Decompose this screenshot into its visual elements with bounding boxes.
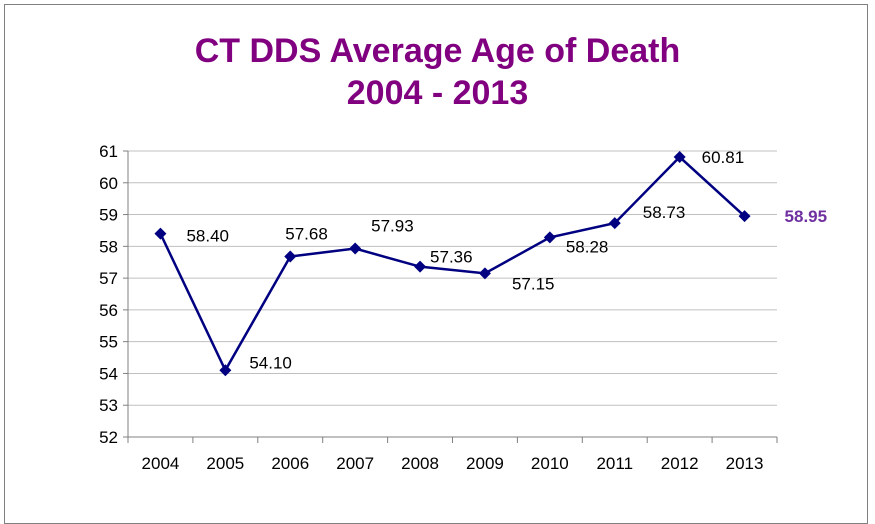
- data-point-2009: [478, 267, 491, 280]
- data-label-2013: 58.95: [785, 207, 828, 226]
- y-tick-label: 57: [99, 269, 118, 288]
- chart-title-line-1: CT DDS Average Age of Death: [194, 32, 681, 70]
- y-tick-label: 60: [99, 174, 118, 193]
- x-tick-label-2008: 2008: [401, 454, 439, 473]
- series-group: [154, 151, 751, 377]
- tick-labels: 52 53 54 55 56 57 58 59 60 61 2004 2005 2006 2007 2008…: [99, 142, 763, 473]
- x-tick-label-2010: 2010: [531, 454, 569, 473]
- y-tick-label: 59: [99, 206, 118, 225]
- data-point-2011: [608, 217, 621, 230]
- y-tick-label: 56: [99, 301, 118, 320]
- y-tick-label: 54: [99, 364, 118, 383]
- data-point-2004: [154, 227, 167, 240]
- x-tick-label-2007: 2007: [336, 454, 374, 473]
- data-label-2009: 57.15: [512, 274, 555, 293]
- data-point-2005: [219, 364, 232, 377]
- data-point-2006: [284, 250, 297, 263]
- y-tick-label: 53: [99, 396, 118, 415]
- axes: [123, 150, 778, 443]
- x-tick-label-2004: 2004: [142, 454, 180, 473]
- data-label-2010: 58.28: [566, 237, 609, 256]
- chart-title-line-2: 2004 - 2013: [346, 74, 529, 112]
- x-tick-label-2013: 2013: [726, 454, 764, 473]
- data-label-2012: 60.81: [702, 148, 745, 167]
- data-labels: 58.40 54.10 57.68 57.93 57.36 57.15 58.28 58.73…: [186, 148, 827, 372]
- data-label-2007: 57.93: [371, 217, 414, 236]
- data-label-2011: 58.73: [643, 203, 686, 222]
- x-tick-label-2012: 2012: [661, 454, 699, 473]
- chart-title: CT DDS Average Age of Death 2004 - 2013: [0, 30, 875, 114]
- data-label-2008: 57.36: [430, 248, 473, 267]
- x-tick-label-2009: 2009: [466, 454, 504, 473]
- data-label-2006: 57.68: [285, 225, 328, 244]
- data-point-2013: [738, 210, 751, 223]
- data-label-2004: 58.40: [186, 227, 229, 246]
- y-tick-label: 58: [99, 237, 118, 256]
- data-label-2005: 54.10: [249, 353, 292, 372]
- data-point-2010: [543, 231, 556, 244]
- y-tick-label: 52: [99, 428, 118, 447]
- y-tick-label: 55: [99, 333, 118, 352]
- x-tick-label-2005: 2005: [206, 454, 244, 473]
- series-line: [159, 155, 746, 373]
- x-tick-label-2011: 2011: [596, 454, 633, 473]
- x-tick-label-2006: 2006: [271, 454, 309, 473]
- data-point-2008: [414, 260, 427, 273]
- y-tick-label: 61: [99, 142, 118, 161]
- data-point-2007: [349, 242, 362, 255]
- data-point-2012: [673, 151, 686, 164]
- gridlines: [128, 150, 777, 406]
